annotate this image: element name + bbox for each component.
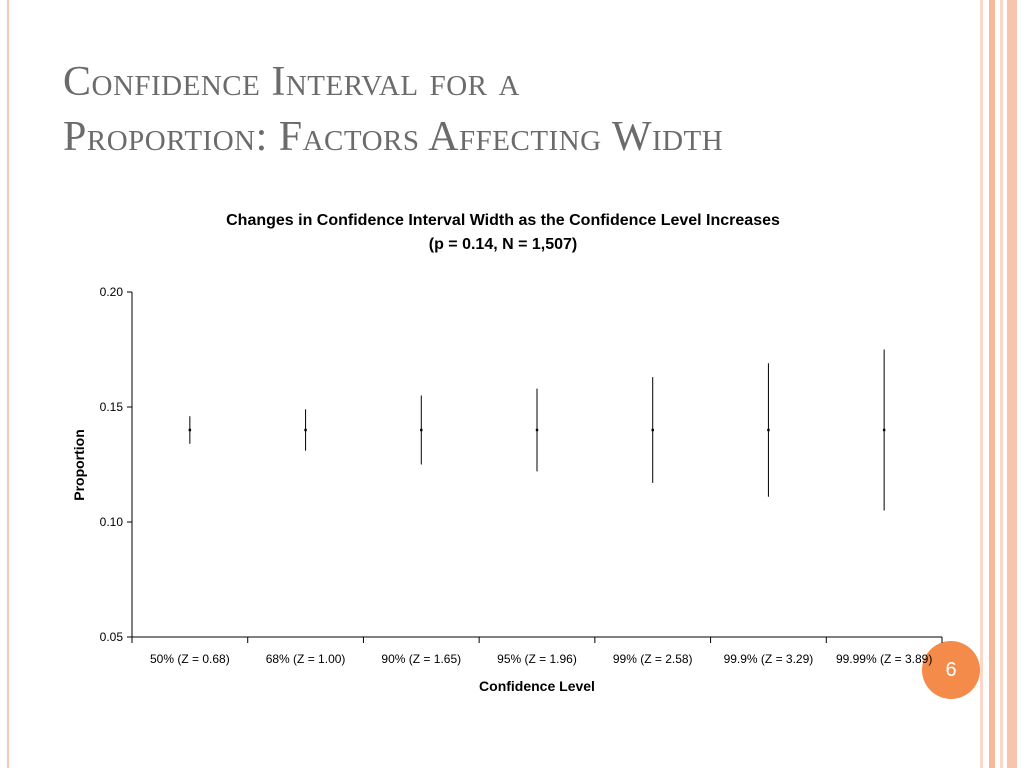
y-axis-title: Proportion [71, 429, 87, 501]
x-category-label: 99% (Z = 2.58) [613, 652, 693, 666]
slide-title: Confidence Interval for a Proportion: Fa… [63, 55, 723, 165]
slide-title-line-1: Confidence Interval for a [63, 59, 520, 105]
point-estimate-marker [767, 428, 770, 432]
point-estimate-marker [188, 428, 192, 432]
slide-title-line-2: Proportion: Factors Affecting Width [63, 114, 724, 160]
chart-title: Changes in Confidence Interval Width as … [226, 212, 780, 229]
y-tick-label: 0.05 [100, 630, 124, 644]
x-axis-title: Confidence Level [479, 678, 595, 694]
point-estimate-marker [651, 428, 654, 432]
chart-marks: 0.05 0.10 0.15 0.20 50% (Z = 0.68) 68% (Z = 1… [100, 285, 943, 666]
y-tick-label: 0.15 [100, 400, 124, 414]
y-tick-label: 0.10 [100, 515, 124, 529]
x-category-label: 99.99% (Z = 3.89) [836, 652, 932, 666]
y-tick-label: 0.20 [100, 285, 124, 299]
stripe [989, 0, 995, 768]
stripe [1007, 0, 1017, 768]
point-estimate-marker [304, 428, 307, 432]
x-category-label: 90% (Z = 1.65) [381, 652, 461, 666]
point-estimate-marker [882, 428, 886, 432]
point-estimate-marker [420, 428, 423, 432]
x-category-label: 68% (Z = 1.00) [266, 652, 346, 666]
x-category-label: 99.9% (Z = 3.29) [724, 652, 814, 666]
x-category-label: 50% (Z = 0.68) [150, 652, 230, 666]
point-estimate-marker [535, 428, 539, 432]
chart-subtitle: (p = 0.14, N = 1,507) [429, 236, 578, 253]
page-number-badge: 6 [922, 641, 980, 699]
stripe [1000, 0, 1003, 768]
stripe [980, 0, 983, 768]
right-decorative-stripes [980, 0, 1024, 768]
x-category-label: 95% (Z = 1.96) [497, 652, 577, 666]
left-border-rule [7, 0, 9, 768]
